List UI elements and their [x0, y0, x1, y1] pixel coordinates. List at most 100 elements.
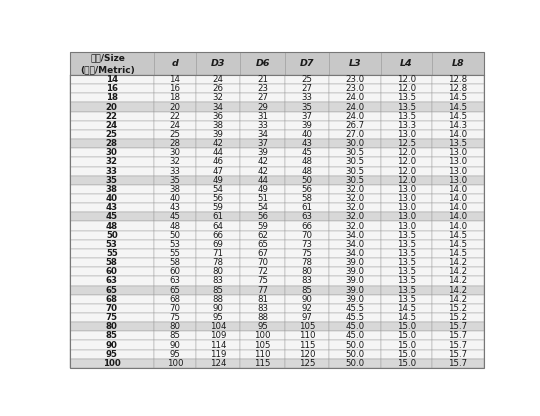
Bar: [329, 212, 381, 221]
Text: 60: 60: [170, 267, 180, 276]
Text: 12.0: 12.0: [397, 75, 416, 84]
Bar: [285, 359, 329, 368]
Text: 38: 38: [106, 185, 118, 194]
Bar: [70, 52, 154, 75]
Bar: [329, 93, 381, 102]
Bar: [432, 230, 484, 240]
Bar: [70, 349, 154, 359]
Bar: [240, 52, 285, 75]
Bar: [196, 221, 240, 230]
Text: 115: 115: [299, 341, 315, 349]
Bar: [381, 267, 432, 276]
Bar: [240, 139, 285, 148]
Bar: [329, 304, 381, 313]
Bar: [381, 331, 432, 340]
Text: 13.0: 13.0: [397, 203, 416, 212]
Bar: [381, 212, 432, 221]
Bar: [154, 230, 196, 240]
Bar: [432, 185, 484, 194]
Bar: [196, 249, 240, 258]
Text: 34.0: 34.0: [346, 240, 365, 249]
Bar: [329, 331, 381, 340]
Bar: [70, 276, 154, 285]
Bar: [196, 157, 240, 166]
Bar: [196, 313, 240, 322]
Text: 54: 54: [257, 203, 268, 212]
Bar: [70, 203, 154, 212]
Bar: [432, 111, 484, 121]
Text: 13.0: 13.0: [448, 176, 468, 185]
Text: 62: 62: [257, 231, 268, 240]
Text: 29: 29: [257, 102, 268, 111]
Bar: [329, 221, 381, 230]
Text: 45.0: 45.0: [346, 322, 365, 331]
Text: 28: 28: [170, 139, 180, 148]
Text: 105: 105: [299, 322, 315, 331]
Text: 83: 83: [257, 304, 268, 313]
Bar: [196, 212, 240, 221]
Text: 32.0: 32.0: [346, 203, 365, 212]
Bar: [432, 157, 484, 166]
Text: 15.2: 15.2: [448, 313, 468, 322]
Bar: [432, 295, 484, 304]
Bar: [70, 359, 154, 368]
Bar: [432, 203, 484, 212]
Bar: [432, 359, 484, 368]
Bar: [329, 240, 381, 249]
Bar: [329, 111, 381, 121]
Bar: [285, 185, 329, 194]
Bar: [381, 52, 432, 75]
Text: 66: 66: [213, 231, 224, 240]
Text: 65: 65: [170, 286, 180, 295]
Text: 18: 18: [170, 93, 180, 102]
Text: 50: 50: [106, 231, 118, 240]
Bar: [285, 84, 329, 93]
Bar: [154, 267, 196, 276]
Text: 90: 90: [302, 295, 313, 304]
Bar: [381, 285, 432, 295]
Bar: [329, 102, 381, 111]
Bar: [329, 313, 381, 322]
Bar: [285, 285, 329, 295]
Text: 58: 58: [170, 258, 180, 267]
Text: 28: 28: [106, 139, 118, 148]
Text: 35: 35: [106, 176, 118, 185]
Bar: [329, 157, 381, 166]
Text: 12.0: 12.0: [397, 157, 416, 166]
Text: 15.0: 15.0: [397, 341, 416, 349]
Text: 53: 53: [106, 240, 118, 249]
Text: 31: 31: [257, 111, 268, 121]
Text: 34: 34: [213, 102, 224, 111]
Text: 90: 90: [213, 304, 224, 313]
Bar: [432, 52, 484, 75]
Bar: [381, 203, 432, 212]
Text: 75: 75: [257, 277, 268, 285]
Text: 15.7: 15.7: [448, 359, 468, 368]
Text: 14.5: 14.5: [397, 313, 416, 322]
Bar: [240, 176, 285, 185]
Bar: [381, 185, 432, 194]
Bar: [329, 130, 381, 139]
Bar: [154, 258, 196, 267]
Text: 15.7: 15.7: [448, 341, 468, 349]
Bar: [329, 340, 381, 349]
Bar: [381, 349, 432, 359]
Bar: [329, 75, 381, 84]
Text: 125: 125: [299, 359, 315, 368]
Bar: [285, 349, 329, 359]
Bar: [285, 249, 329, 258]
Text: 13.5: 13.5: [397, 258, 416, 267]
Text: 14.5: 14.5: [448, 111, 468, 121]
Text: 70: 70: [106, 304, 118, 313]
Text: D6: D6: [255, 59, 270, 68]
Bar: [432, 176, 484, 185]
Text: D7: D7: [300, 59, 314, 68]
Bar: [154, 295, 196, 304]
Bar: [70, 295, 154, 304]
Text: 13.0: 13.0: [448, 166, 468, 176]
Text: 37: 37: [257, 139, 268, 148]
Bar: [432, 276, 484, 285]
Text: 14.3: 14.3: [448, 121, 468, 130]
Bar: [432, 313, 484, 322]
Bar: [154, 194, 196, 203]
